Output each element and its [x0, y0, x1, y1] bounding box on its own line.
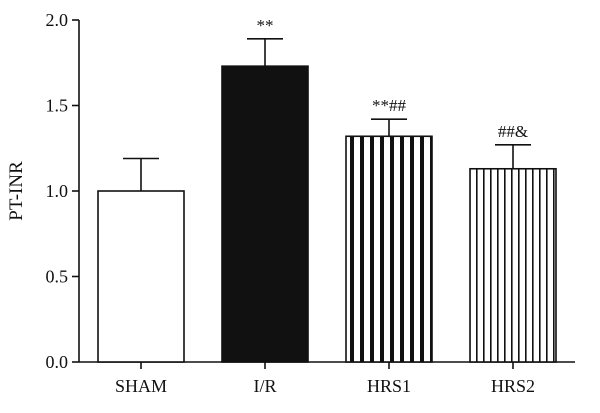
bar-hrs1	[345, 135, 433, 363]
y-tick-label: 2.0	[46, 10, 69, 30]
bar-i-r	[221, 65, 309, 363]
significance-label: **	[257, 16, 274, 35]
significance-label: **##	[372, 96, 407, 115]
x-tick-label: SHAM	[115, 376, 167, 396]
x-tick-label: I/R	[253, 376, 276, 396]
y-tick-label: 1.0	[46, 181, 69, 201]
x-tick-label: HRS1	[367, 376, 411, 396]
x-tick-label: HRS2	[491, 376, 535, 396]
y-axis-title: PT-INR	[6, 161, 27, 221]
y-tick-label: 0.5	[46, 267, 69, 287]
y-tick-label: 1.5	[46, 96, 69, 116]
significance-label: ##&	[498, 122, 528, 141]
bar-hrs2	[469, 167, 557, 363]
y-tick-label: 0.0	[46, 352, 69, 372]
plot-area: 0.0 0.5 1.0 1.5 2.0 SHAM ** I/R **## HRS1 ##& HRS2	[46, 10, 575, 396]
bar-sham	[97, 190, 185, 363]
